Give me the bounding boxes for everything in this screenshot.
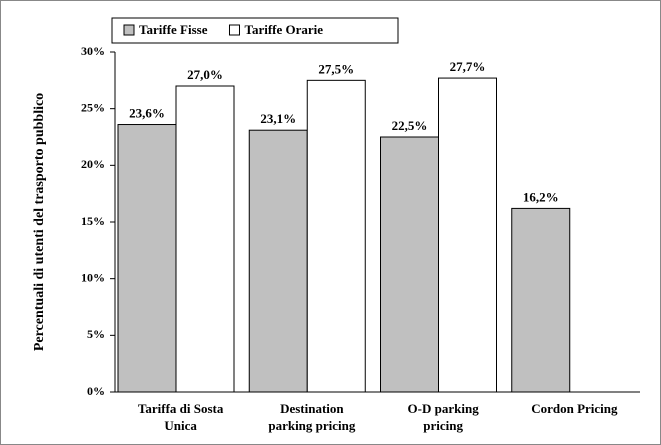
- bar: [117, 124, 177, 393]
- y-tick-label: 30%: [81, 44, 105, 58]
- bar: [175, 85, 235, 393]
- value-label: 16,2%: [523, 189, 559, 204]
- y-tick-label: 20%: [81, 157, 105, 171]
- legend-swatch: [228, 24, 240, 36]
- legend-label: Tariffe Fisse: [139, 22, 208, 37]
- value-label: 22,5%: [392, 118, 428, 133]
- bar: [248, 129, 308, 393]
- legend-swatch: [123, 24, 135, 36]
- bar: [438, 77, 497, 393]
- value-label: 27,5%: [318, 61, 354, 76]
- bar: [306, 79, 366, 393]
- x-tick-label: Tariffa di Sosta: [138, 401, 224, 416]
- y-tick-label: 10%: [81, 270, 105, 284]
- value-label: 27,7%: [450, 59, 486, 74]
- legend-box: [111, 17, 399, 44]
- x-tick-label: Unica: [164, 418, 197, 433]
- bar: [380, 136, 439, 393]
- x-tick-label: Destination: [280, 401, 344, 416]
- y-tick-label: 5%: [87, 327, 105, 341]
- y-tick-label: 15%: [81, 214, 105, 228]
- x-tick-label: Cordon Pricing: [531, 401, 618, 416]
- y-axis-label: Percentuali di utenti del trasporto pubb…: [32, 93, 47, 351]
- x-tick-label: O-D parking: [408, 401, 480, 416]
- value-label: 27,0%: [187, 67, 223, 82]
- y-tick-label: 0%: [87, 384, 105, 398]
- x-tick-label: pricing: [423, 418, 463, 433]
- y-tick-label: 25%: [81, 100, 105, 114]
- x-tick-label: parking pricing: [268, 418, 356, 433]
- bar: [511, 207, 571, 393]
- value-label: 23,6%: [129, 106, 165, 121]
- value-label: 23,1%: [260, 111, 296, 126]
- legend-label: Tariffe Orarie: [244, 22, 323, 37]
